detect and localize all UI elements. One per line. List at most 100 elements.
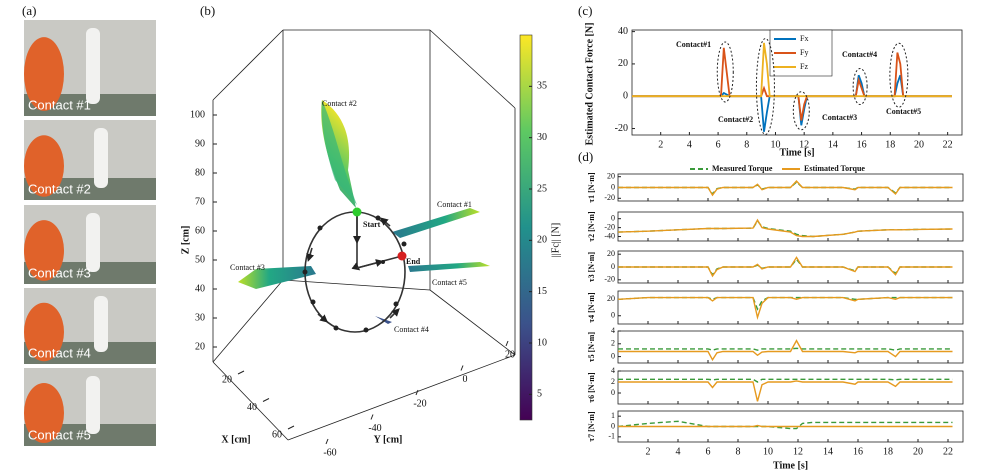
x-tick-label: 20: [913, 446, 923, 457]
annotation: Start: [363, 220, 381, 229]
x-tick-label: 18: [885, 139, 895, 150]
photo-label: Contact #3: [28, 265, 91, 280]
z-tick-label: 90: [195, 138, 205, 149]
y-tick: [460, 365, 464, 371]
panel-label: (a): [22, 3, 36, 18]
y-tick-label: -40: [368, 423, 381, 434]
colorbar-tick-label: 20: [537, 235, 547, 246]
photo-label: Contact #2: [28, 181, 91, 196]
plot-frame: [617, 330, 964, 364]
y-tick-label: 2: [611, 339, 615, 348]
x-tick-label: 2: [646, 446, 651, 457]
y-tick-label: 2: [611, 377, 615, 386]
plot-frame: [617, 370, 964, 405]
y-tick-label: 20: [607, 249, 615, 258]
y-tick-label: 0: [611, 182, 615, 191]
colorbar-label: ||Fc|| [N]: [550, 223, 561, 257]
y-tick-label: -1: [608, 432, 615, 441]
y-tick-label: 20: [505, 349, 515, 360]
z-tick-label: 50: [195, 254, 205, 265]
y-tick-label: 0: [611, 351, 615, 360]
y-tick-label: 20: [607, 294, 615, 303]
plot-frame: [617, 211, 964, 242]
contact-ellipse: [889, 42, 909, 108]
box-frame: [212, 29, 516, 441]
x-tick-label: 6: [716, 139, 721, 150]
torque-line: [617, 218, 953, 238]
x-tick-label: 12: [793, 446, 803, 457]
y-tick: [505, 340, 509, 347]
torque-line: [618, 347, 953, 351]
photo-person: [24, 37, 64, 111]
colorbar-tick-label: 15: [537, 286, 547, 297]
y-tick-label: 0: [611, 311, 615, 320]
y-axis-label: τ3 [N·m]: [587, 252, 596, 282]
x-tick-label: 4: [676, 446, 681, 457]
annotation: Contact #1: [437, 200, 472, 209]
x-tick-label: 22: [943, 446, 953, 457]
photo-robot: [94, 296, 108, 352]
photo: Contact #4: [24, 288, 156, 364]
x-tick-label: 6: [706, 446, 711, 457]
force-line: [632, 42, 952, 98]
y-tick-label: 0: [611, 421, 615, 430]
annotation: Contact#1: [676, 40, 711, 49]
x-tick-label: 20: [222, 374, 232, 385]
photo-person: [24, 220, 64, 281]
z-axis-label: Z [cm]: [180, 226, 191, 255]
y-tick-label: -20: [413, 398, 426, 409]
x-tick-label: 16: [857, 139, 867, 150]
x-tick-label: 16: [853, 446, 863, 457]
x-tick-label: 10: [763, 446, 773, 457]
trajectory-points: [302, 207, 407, 333]
photo-robot: [86, 376, 100, 434]
photo: Contact #5: [24, 368, 156, 446]
panel-label: (c): [578, 3, 592, 18]
x-axis-label: Time [s]: [779, 147, 814, 158]
z-tick-label: 30: [195, 312, 205, 323]
x-tick: [237, 370, 245, 375]
x-tick-label: 14: [828, 139, 838, 150]
panel-label: (d): [578, 149, 593, 164]
z-tick-label: 60: [195, 225, 205, 236]
x-axis-label: X [cm]: [221, 434, 250, 445]
photo: Contact #2: [24, 120, 156, 200]
x-tick-label: 22: [943, 139, 953, 150]
y-tick-label: -20: [604, 275, 615, 284]
z-tick-label: 80: [195, 167, 205, 178]
photo-robot: [86, 28, 100, 104]
annotation: Contact#3: [822, 113, 857, 122]
torque-line: [618, 424, 953, 428]
photo: Contact #1: [24, 20, 156, 116]
legend-label: Estimated Torque: [804, 164, 865, 173]
colorbar-tick-label: 35: [537, 81, 547, 92]
y-axis-label: Y [cm]: [374, 434, 403, 445]
annotation: Contact #2: [322, 99, 357, 108]
photo-label: Contact #4: [28, 345, 91, 360]
photo-robot: [94, 128, 108, 188]
contact-ellipse: [716, 41, 734, 103]
colorbar-tick-label: 10: [537, 337, 547, 348]
z-tick-label: 100: [190, 109, 205, 120]
y-tick: [370, 414, 374, 420]
y-axis-label: τ4 [N·m]: [587, 292, 596, 322]
annotation: Contact#5: [886, 107, 921, 116]
torque-line: [618, 179, 953, 197]
y-axis-label: τ5 [N·m]: [587, 332, 596, 362]
x-tick-label: 14: [823, 446, 833, 457]
annotation: Contact#4: [842, 50, 877, 59]
x-tick-label: 40: [247, 402, 257, 413]
annotation: Contact #4: [394, 325, 429, 334]
y-tick-label: 40: [618, 26, 628, 37]
legend-label: Measured Torque: [712, 164, 773, 173]
y-tick-label: 4: [611, 326, 615, 335]
contact-ellipse: [755, 38, 775, 136]
x-tick-label: 10: [770, 139, 780, 150]
torque-line: [618, 339, 953, 362]
x-tick-label: 8: [744, 139, 749, 150]
legend-label: Fy: [800, 48, 808, 57]
y-tick-label: -60: [323, 447, 336, 458]
colorbar-tick-label: 25: [537, 183, 547, 194]
x-tick-label: 4: [687, 139, 692, 150]
photo-robot: [86, 213, 100, 272]
